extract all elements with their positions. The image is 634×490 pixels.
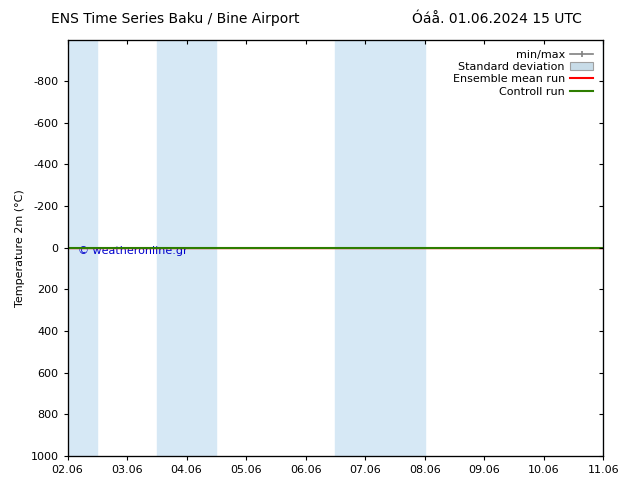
Bar [157, 40, 216, 456]
Text: © weatheronline.gr: © weatheronline.gr [78, 245, 188, 256]
Bar [68, 40, 98, 456]
Bar [603, 40, 634, 456]
Legend: min/max, Standard deviation, Ensemble mean run, Controll run: min/max, Standard deviation, Ensemble me… [448, 46, 597, 101]
Text: Óáå. 01.06.2024 15 UTC: Óáå. 01.06.2024 15 UTC [412, 12, 582, 26]
Y-axis label: Temperature 2m (°C): Temperature 2m (°C) [15, 189, 25, 307]
Text: ENS Time Series Baku / Bine Airport: ENS Time Series Baku / Bine Airport [51, 12, 299, 26]
Bar [335, 40, 425, 456]
